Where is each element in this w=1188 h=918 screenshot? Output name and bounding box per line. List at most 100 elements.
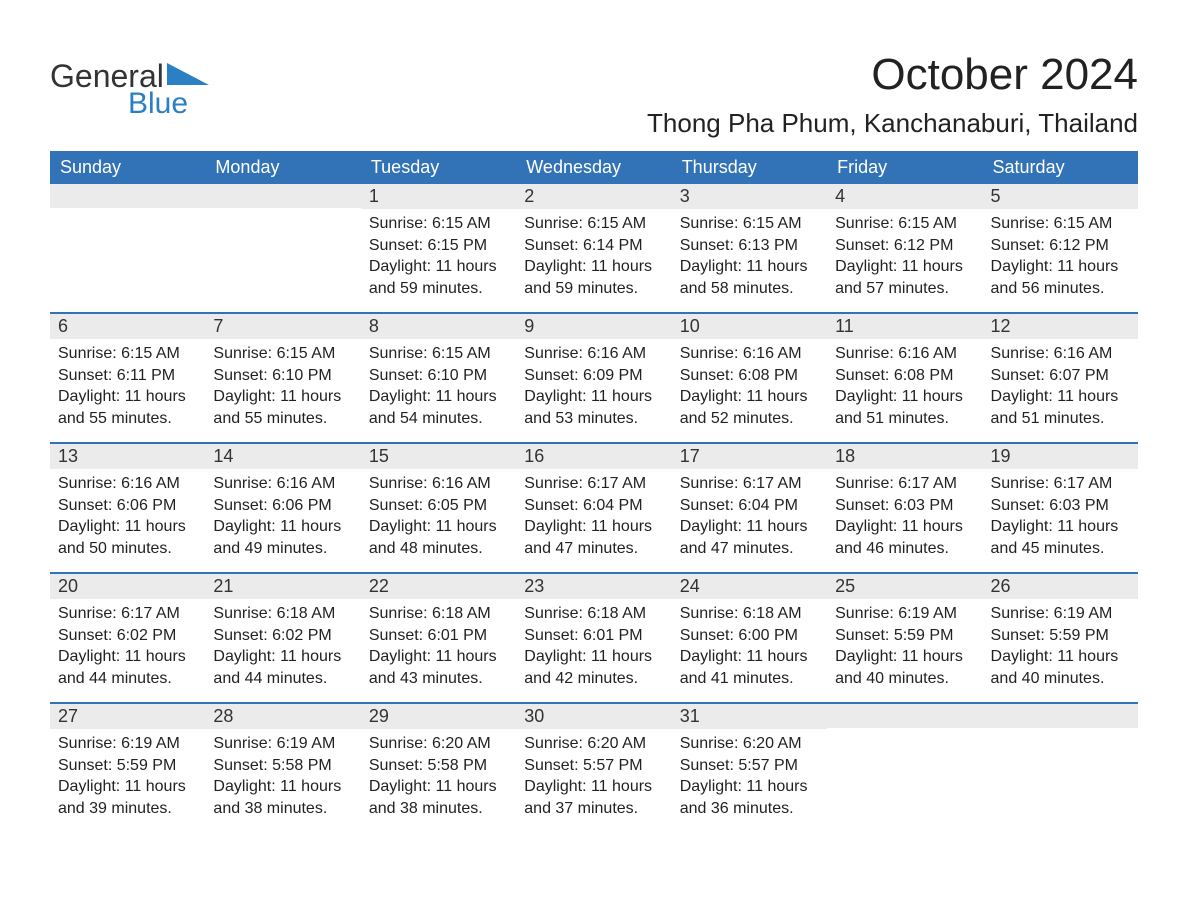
week-row: 1Sunrise: 6:15 AMSunset: 6:15 PMDaylight… bbox=[50, 184, 1138, 312]
day-cell: 3Sunrise: 6:15 AMSunset: 6:13 PMDaylight… bbox=[672, 184, 827, 312]
day-number: 3 bbox=[672, 184, 827, 209]
sunset-text: Sunset: 6:04 PM bbox=[680, 495, 819, 517]
day-cell: 16Sunrise: 6:17 AMSunset: 6:04 PMDayligh… bbox=[516, 444, 671, 572]
day-number: 9 bbox=[516, 314, 671, 339]
sunrise-text: Sunrise: 6:16 AM bbox=[213, 473, 352, 495]
daylight-text: Daylight: 11 hours and 41 minutes. bbox=[680, 646, 819, 689]
sunset-text: Sunset: 6:07 PM bbox=[991, 365, 1130, 387]
day-cell: 28Sunrise: 6:19 AMSunset: 5:58 PMDayligh… bbox=[205, 704, 360, 832]
daylight-text: Daylight: 11 hours and 38 minutes. bbox=[369, 776, 508, 819]
sunrise-text: Sunrise: 6:19 AM bbox=[58, 733, 197, 755]
day-content: Sunrise: 6:18 AMSunset: 6:01 PMDaylight:… bbox=[361, 599, 516, 699]
day-content: Sunrise: 6:18 AMSunset: 6:02 PMDaylight:… bbox=[205, 599, 360, 699]
day-content: Sunrise: 6:16 AMSunset: 6:09 PMDaylight:… bbox=[516, 339, 671, 439]
daylight-text: Daylight: 11 hours and 59 minutes. bbox=[369, 256, 508, 299]
daylight-text: Daylight: 11 hours and 52 minutes. bbox=[680, 386, 819, 429]
sunset-text: Sunset: 5:57 PM bbox=[524, 755, 663, 777]
daylight-text: Daylight: 11 hours and 47 minutes. bbox=[680, 516, 819, 559]
daylight-text: Daylight: 11 hours and 57 minutes. bbox=[835, 256, 974, 299]
day-cell: 17Sunrise: 6:17 AMSunset: 6:04 PMDayligh… bbox=[672, 444, 827, 572]
sunrise-text: Sunrise: 6:19 AM bbox=[991, 603, 1130, 625]
daylight-text: Daylight: 11 hours and 56 minutes. bbox=[991, 256, 1130, 299]
day-cell: 30Sunrise: 6:20 AMSunset: 5:57 PMDayligh… bbox=[516, 704, 671, 832]
daylight-text: Daylight: 11 hours and 40 minutes. bbox=[991, 646, 1130, 689]
sunrise-text: Sunrise: 6:16 AM bbox=[58, 473, 197, 495]
daylight-text: Daylight: 11 hours and 36 minutes. bbox=[680, 776, 819, 819]
sunrise-text: Sunrise: 6:15 AM bbox=[213, 343, 352, 365]
day-number: 11 bbox=[827, 314, 982, 339]
day-cell: 21Sunrise: 6:18 AMSunset: 6:02 PMDayligh… bbox=[205, 574, 360, 702]
daylight-text: Daylight: 11 hours and 50 minutes. bbox=[58, 516, 197, 559]
day-header-wednesday: Wednesday bbox=[516, 151, 671, 184]
day-cell: 31Sunrise: 6:20 AMSunset: 5:57 PMDayligh… bbox=[672, 704, 827, 832]
day-number: 10 bbox=[672, 314, 827, 339]
title-block: October 2024 Thong Pha Phum, Kanchanabur… bbox=[647, 50, 1138, 139]
day-cell: 12Sunrise: 6:16 AMSunset: 6:07 PMDayligh… bbox=[983, 314, 1138, 442]
sunrise-text: Sunrise: 6:16 AM bbox=[680, 343, 819, 365]
day-number: 2 bbox=[516, 184, 671, 209]
day-number bbox=[983, 704, 1138, 728]
day-cell: 26Sunrise: 6:19 AMSunset: 5:59 PMDayligh… bbox=[983, 574, 1138, 702]
day-content: Sunrise: 6:16 AMSunset: 6:07 PMDaylight:… bbox=[983, 339, 1138, 439]
day-number: 7 bbox=[205, 314, 360, 339]
sunrise-text: Sunrise: 6:17 AM bbox=[991, 473, 1130, 495]
sunset-text: Sunset: 6:03 PM bbox=[835, 495, 974, 517]
daylight-text: Daylight: 11 hours and 49 minutes. bbox=[213, 516, 352, 559]
sunset-text: Sunset: 6:08 PM bbox=[680, 365, 819, 387]
daylight-text: Daylight: 11 hours and 44 minutes. bbox=[58, 646, 197, 689]
week-row: 13Sunrise: 6:16 AMSunset: 6:06 PMDayligh… bbox=[50, 442, 1138, 572]
sunset-text: Sunset: 5:58 PM bbox=[213, 755, 352, 777]
sunrise-text: Sunrise: 6:20 AM bbox=[680, 733, 819, 755]
sunset-text: Sunset: 6:10 PM bbox=[213, 365, 352, 387]
day-content: Sunrise: 6:17 AMSunset: 6:03 PMDaylight:… bbox=[983, 469, 1138, 569]
day-content: Sunrise: 6:18 AMSunset: 6:01 PMDaylight:… bbox=[516, 599, 671, 699]
day-content: Sunrise: 6:15 AMSunset: 6:11 PMDaylight:… bbox=[50, 339, 205, 439]
day-number: 28 bbox=[205, 704, 360, 729]
month-title: October 2024 bbox=[647, 50, 1138, 100]
day-number: 15 bbox=[361, 444, 516, 469]
sunset-text: Sunset: 6:05 PM bbox=[369, 495, 508, 517]
day-number: 24 bbox=[672, 574, 827, 599]
sunset-text: Sunset: 6:02 PM bbox=[58, 625, 197, 647]
day-cell: 6Sunrise: 6:15 AMSunset: 6:11 PMDaylight… bbox=[50, 314, 205, 442]
sunset-text: Sunset: 5:58 PM bbox=[369, 755, 508, 777]
sunrise-text: Sunrise: 6:15 AM bbox=[524, 213, 663, 235]
daylight-text: Daylight: 11 hours and 45 minutes. bbox=[991, 516, 1130, 559]
day-cell: 25Sunrise: 6:19 AMSunset: 5:59 PMDayligh… bbox=[827, 574, 982, 702]
day-content: Sunrise: 6:17 AMSunset: 6:04 PMDaylight:… bbox=[516, 469, 671, 569]
daylight-text: Daylight: 11 hours and 38 minutes. bbox=[213, 776, 352, 819]
day-cell: 24Sunrise: 6:18 AMSunset: 6:00 PMDayligh… bbox=[672, 574, 827, 702]
day-cell: 7 Sunrise: 6:15 AMSunset: 6:10 PMDaylight… bbox=[205, 314, 360, 442]
day-number bbox=[205, 184, 360, 208]
day-number: 14 bbox=[205, 444, 360, 469]
sunset-text: Sunset: 6:06 PM bbox=[58, 495, 197, 517]
day-content: Sunrise: 6:16 AMSunset: 6:06 PMDaylight:… bbox=[205, 469, 360, 569]
daylight-text: Daylight: 11 hours and 42 minutes. bbox=[524, 646, 663, 689]
day-header-row: Sunday Monday Tuesday Wednesday Thursday… bbox=[50, 151, 1138, 184]
sunrise-text: Sunrise: 6:16 AM bbox=[835, 343, 974, 365]
day-content: Sunrise: 6:17 AMSunset: 6:04 PMDaylight:… bbox=[672, 469, 827, 569]
sunrise-text: Sunrise: 6:16 AM bbox=[524, 343, 663, 365]
day-content: Sunrise: 6:15 AMSunset: 6:14 PMDaylight:… bbox=[516, 209, 671, 309]
day-cell: 5Sunrise: 6:15 AMSunset: 6:12 PMDaylight… bbox=[983, 184, 1138, 312]
day-number: 31 bbox=[672, 704, 827, 729]
daylight-text: Daylight: 11 hours and 55 minutes. bbox=[213, 386, 352, 429]
header-row: General Blue October 2024 Thong Pha Phum… bbox=[50, 50, 1138, 139]
day-number: 13 bbox=[50, 444, 205, 469]
day-number: 29 bbox=[361, 704, 516, 729]
sunset-text: Sunset: 6:14 PM bbox=[524, 235, 663, 257]
daylight-text: Daylight: 11 hours and 44 minutes. bbox=[213, 646, 352, 689]
sunrise-text: Sunrise: 6:19 AM bbox=[835, 603, 974, 625]
day-content: Sunrise: 6:15 AMSunset: 6:12 PMDaylight:… bbox=[827, 209, 982, 309]
day-cell: 8Sunrise: 6:15 AMSunset: 6:10 PMDaylight… bbox=[361, 314, 516, 442]
day-cell: 27Sunrise: 6:19 AMSunset: 5:59 PMDayligh… bbox=[50, 704, 205, 832]
day-number: 4 bbox=[827, 184, 982, 209]
day-cell: 23Sunrise: 6:18 AMSunset: 6:01 PMDayligh… bbox=[516, 574, 671, 702]
day-content: Sunrise: 6:16 AMSunset: 6:08 PMDaylight:… bbox=[672, 339, 827, 439]
sunrise-text: Sunrise: 6:20 AM bbox=[369, 733, 508, 755]
sunrise-text: Sunrise: 6:15 AM bbox=[58, 343, 197, 365]
daylight-text: Daylight: 11 hours and 53 minutes. bbox=[524, 386, 663, 429]
day-number: 12 bbox=[983, 314, 1138, 339]
day-content: Sunrise: 6:16 AMSunset: 6:08 PMDaylight:… bbox=[827, 339, 982, 439]
day-number: 1 bbox=[361, 184, 516, 209]
